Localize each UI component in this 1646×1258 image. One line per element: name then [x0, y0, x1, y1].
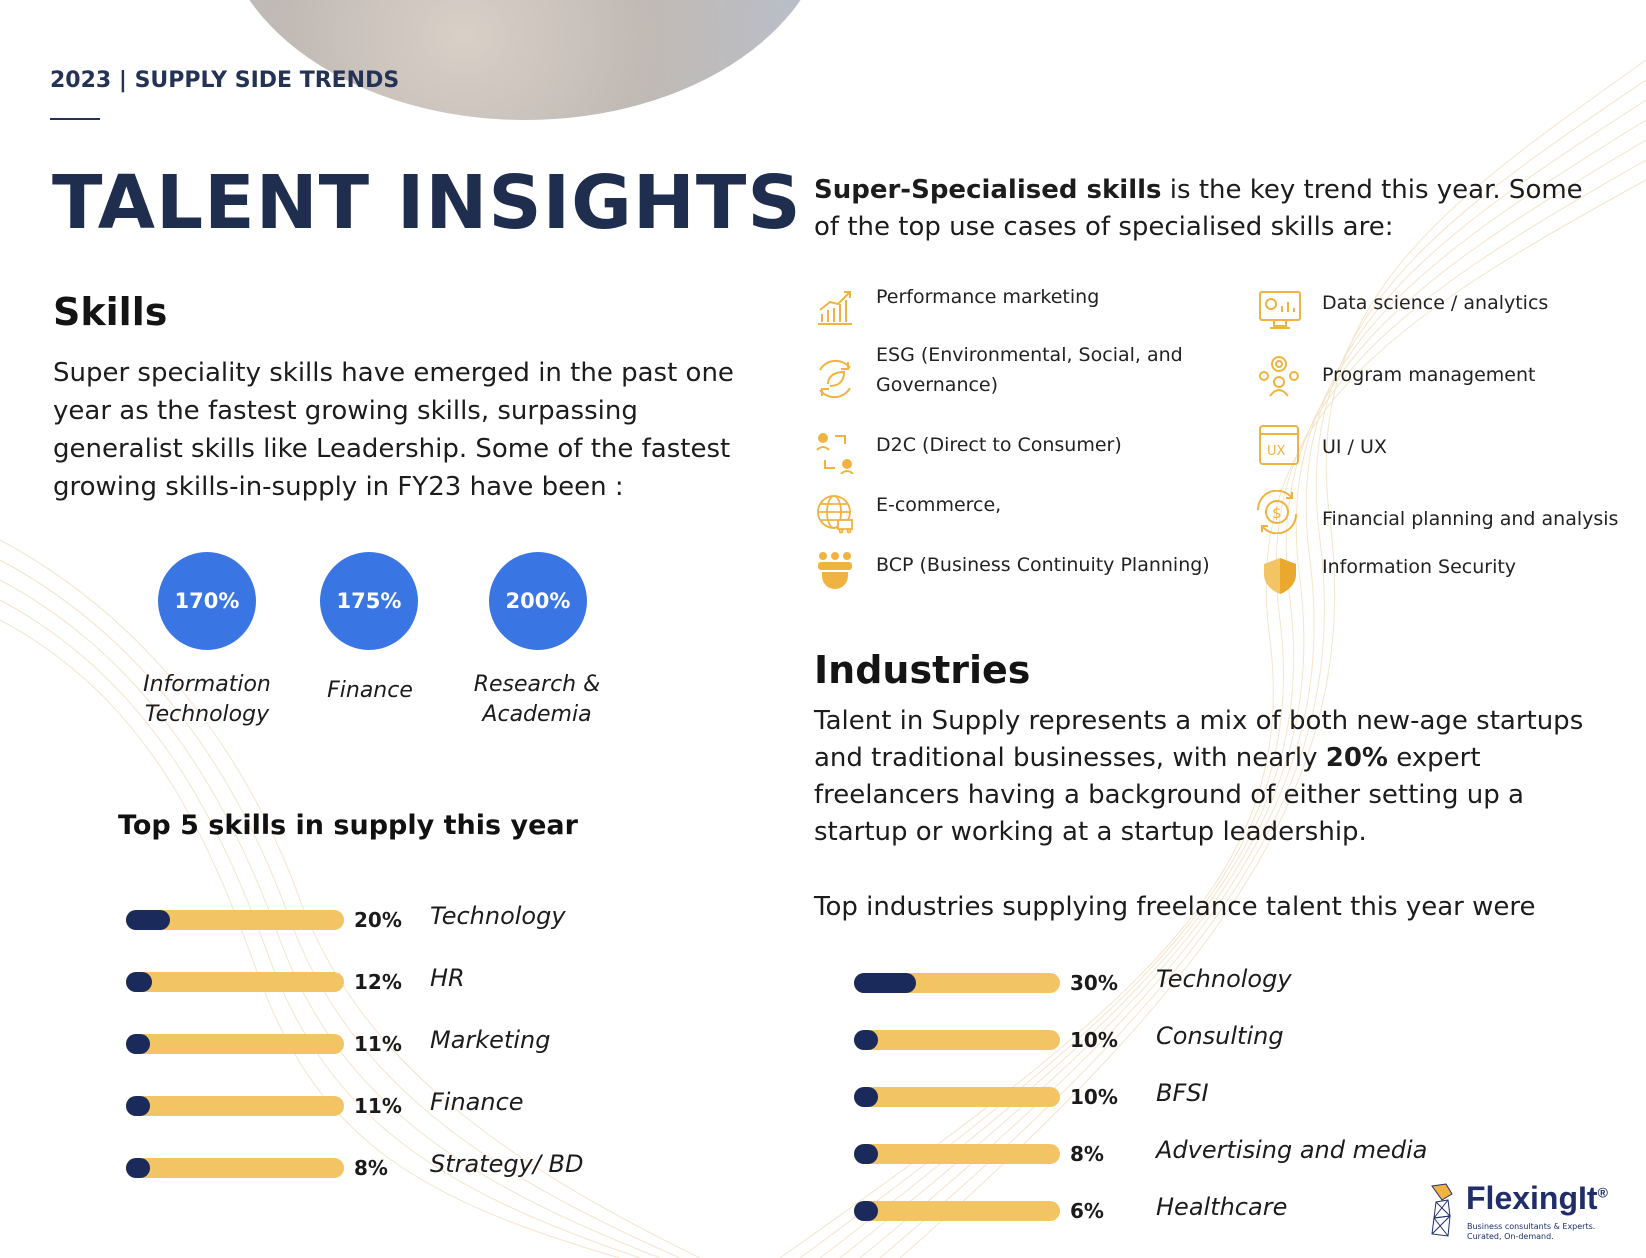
- bar-value-label: 8%: [354, 1156, 388, 1180]
- bar-category-label: Marketing: [430, 1026, 551, 1054]
- bar-value-label: 30%: [1070, 971, 1118, 995]
- logo-wordmark: FlexingIt®: [1466, 1180, 1608, 1217]
- bar-track: [854, 973, 1060, 993]
- bar: [854, 1201, 878, 1221]
- bar-value-label: 20%: [354, 908, 402, 932]
- logo-tagline: Business consultants & Experts. Curated,…: [1467, 1222, 1627, 1242]
- svg-text:$: $: [1272, 504, 1282, 522]
- bar: [126, 972, 153, 992]
- bar-value-label: 8%: [1070, 1142, 1104, 1166]
- bar-track: [126, 1096, 344, 1116]
- bar-category-label: Technology: [1156, 965, 1292, 993]
- security-shield-icon: [1260, 556, 1302, 598]
- bar-track: [854, 1087, 1060, 1107]
- industries-para-bold: 20%: [1325, 743, 1388, 773]
- usecase-label: E-commerce,: [876, 494, 1002, 516]
- dollar-cycle-icon: $: [1252, 489, 1298, 535]
- usecase-label: ESG (Environmental, Social, and Governan…: [876, 344, 1183, 396]
- growth-label-it: Information Technology: [122, 670, 292, 730]
- specialised-intro: Super-Specialised skills is the key tren…: [814, 172, 1614, 246]
- usecase-label: Information Security: [1322, 556, 1517, 578]
- usecase-label: D2C (Direct to Consumer): [876, 434, 1122, 456]
- ux-window-icon: UX: [1258, 424, 1300, 466]
- bar-category-label: Finance: [430, 1088, 524, 1116]
- bar: [126, 1096, 150, 1116]
- top5-skills-heading: Top 5 skills in supply this year: [118, 810, 578, 841]
- kicker-divider: [50, 118, 100, 120]
- bar-value-label: 12%: [354, 970, 402, 994]
- logo-tagline-line: Business consultants & Experts.: [1467, 1222, 1596, 1231]
- growth-label-line: Information: [143, 672, 271, 697]
- team-shield-icon: [814, 548, 856, 590]
- usecase-label: UI / UX: [1322, 436, 1387, 458]
- bar: [854, 1087, 878, 1107]
- bar-category-label: Consulting: [1156, 1022, 1284, 1050]
- growth-label-line: Technology: [144, 702, 270, 727]
- growth-label-finance: Finance: [285, 676, 455, 706]
- bar-value-label: 11%: [354, 1032, 402, 1056]
- exchange-people-icon: [813, 430, 855, 475]
- growth-chart-icon: [814, 286, 856, 328]
- bar-value-label: 11%: [354, 1094, 402, 1118]
- globe-cart-icon: [814, 492, 856, 534]
- bar-track: [126, 1034, 344, 1054]
- logo-tagline-line: Curated, On-demand.: [1467, 1232, 1554, 1241]
- bar: [126, 1158, 150, 1178]
- bar-value-label: 10%: [1070, 1085, 1118, 1109]
- report-kicker: 2023 | SUPPLY SIDE TRENDS: [50, 68, 400, 93]
- growth-circle-research: 200%: [489, 552, 587, 650]
- industries-heading: Industries: [814, 648, 1031, 692]
- logo-name: FlexingIt: [1466, 1180, 1598, 1216]
- growth-label-line: Research &: [473, 672, 601, 697]
- usecase-label: Data science / analytics: [1322, 292, 1549, 314]
- page-title: TALENT INSIGHTS: [52, 160, 802, 246]
- specialised-intro-rest: is the key trend this year. Some of the …: [814, 175, 1583, 242]
- bar-track: [126, 910, 344, 930]
- bar-category-label: Technology: [430, 902, 566, 930]
- industries-para-part2: expert freelancers having a background o…: [814, 743, 1524, 847]
- specialised-intro-bold: Super-Specialised skills: [814, 175, 1162, 205]
- industries-top-text: Top industries supplying freelance talen…: [814, 892, 1536, 922]
- bar: [854, 973, 916, 993]
- growth-circle-it: 170%: [158, 552, 256, 650]
- bar-category-label: Healthcare: [1156, 1193, 1288, 1221]
- industries-paragraph: Talent in Supply represents a mix of bot…: [814, 703, 1614, 851]
- usecase-label: Performance marketing: [876, 286, 1100, 308]
- growth-label-line: Finance: [327, 678, 413, 703]
- bar: [854, 1144, 878, 1164]
- bar-category-label: BFSI: [1156, 1079, 1209, 1107]
- bar: [854, 1030, 878, 1050]
- bar-category-label: Advertising and media: [1156, 1136, 1428, 1164]
- bar-track: [854, 1201, 1060, 1221]
- flexingit-logo-icon: [1431, 1183, 1453, 1237]
- bar-track: [854, 1144, 1060, 1164]
- header-photo: [220, 0, 830, 120]
- skills-heading: Skills: [53, 290, 168, 334]
- bar-category-label: HR: [430, 964, 465, 992]
- usecase-label: BCP (Business Continuity Planning): [876, 554, 1210, 576]
- bar-track: [854, 1030, 1060, 1050]
- dashboard-analytics-icon: [1258, 290, 1301, 332]
- logo-registered-mark: ®: [1597, 1184, 1608, 1201]
- eco-cycle-icon: [812, 356, 854, 399]
- industries-para-part1: Talent in Supply represents a mix of bot…: [814, 706, 1584, 773]
- skills-paragraph: Super speciality skills have emerged in …: [53, 358, 734, 502]
- bar: [126, 1034, 150, 1054]
- program-gear-person-icon: [1256, 352, 1299, 397]
- usecase-label: Financial planning and analysis: [1322, 508, 1619, 530]
- growth-label-research: Research & Academia: [452, 670, 622, 730]
- usecase-label: Program management: [1322, 364, 1536, 386]
- growth-label-line: Academia: [482, 702, 592, 727]
- bar: [126, 910, 170, 930]
- bar-track: [126, 972, 344, 992]
- bar-category-label: Strategy/ BD: [430, 1150, 584, 1178]
- svg-text:UX: UX: [1267, 444, 1286, 459]
- bar-value-label: 6%: [1070, 1199, 1104, 1223]
- bar-value-label: 10%: [1070, 1028, 1118, 1052]
- bar-track: [126, 1158, 344, 1178]
- growth-circle-finance: 175%: [320, 552, 418, 650]
